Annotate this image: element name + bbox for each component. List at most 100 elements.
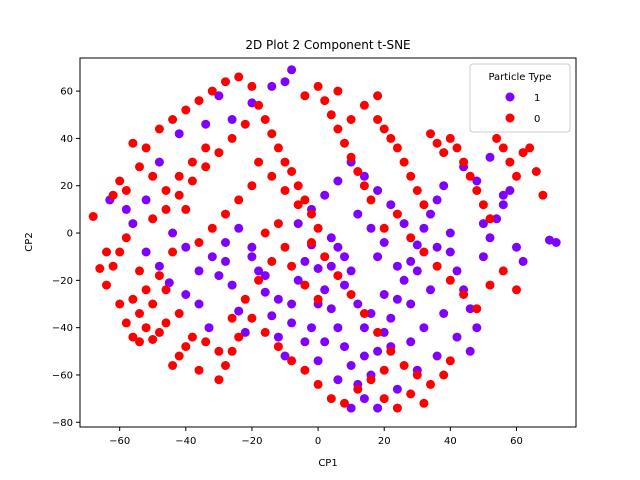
point-type-1-39 <box>419 223 429 233</box>
point-type-1-100 <box>201 119 211 129</box>
point-type-1-33 <box>379 327 389 337</box>
y-tick-label: 0 <box>67 229 73 240</box>
point-type-1-36 <box>399 275 409 285</box>
point-type-1-121 <box>392 261 402 271</box>
point-type-1-15 <box>260 287 270 297</box>
point-type-0-104 <box>426 379 435 389</box>
point-type-0-9 <box>135 309 144 318</box>
point-type-1-46 <box>465 304 475 314</box>
point-type-0-48 <box>333 124 343 134</box>
point-type-0-62 <box>426 129 435 139</box>
point-type-0-159 <box>300 91 310 101</box>
x-tick-label: 0 <box>315 436 321 447</box>
point-type-0-82 <box>121 233 131 243</box>
point-type-0-53 <box>366 195 376 205</box>
point-type-1-18 <box>280 351 290 361</box>
point-type-1-23 <box>313 264 323 273</box>
point-type-1-64 <box>373 186 383 195</box>
point-type-0-18 <box>181 342 191 352</box>
point-type-0-101 <box>386 346 396 356</box>
legend-label-0: 0 <box>534 114 540 125</box>
point-type-0-126 <box>221 209 230 219</box>
point-type-1-10 <box>227 280 237 290</box>
point-type-0-90 <box>240 119 250 129</box>
point-type-0-32 <box>207 86 217 96</box>
point-type-0-73 <box>498 143 508 153</box>
point-type-0-140 <box>459 290 469 299</box>
point-type-1-104 <box>128 219 138 229</box>
point-type-0-136 <box>406 233 416 243</box>
point-type-0-118 <box>267 256 277 266</box>
point-type-0-142 <box>485 280 495 290</box>
point-type-0-74 <box>505 157 515 167</box>
point-type-0-26 <box>128 138 138 148</box>
point-type-0-129 <box>260 228 270 238</box>
point-type-0-42 <box>293 181 303 191</box>
point-type-0-34 <box>234 72 244 82</box>
point-type-1-125 <box>379 290 389 299</box>
point-type-0-102 <box>399 361 409 370</box>
point-type-1-16 <box>267 311 277 321</box>
point-type-1-111 <box>432 242 442 252</box>
point-type-0-113 <box>300 365 310 375</box>
point-type-1-88 <box>300 337 310 347</box>
legend-box <box>469 63 571 133</box>
point-type-1-35 <box>392 294 402 304</box>
point-type-1-129 <box>359 351 369 361</box>
point-type-0-38 <box>267 129 277 139</box>
point-type-1-89 <box>287 318 297 328</box>
point-type-0-54 <box>373 115 383 124</box>
point-type-0-65 <box>445 133 455 143</box>
point-type-0-6 <box>115 176 125 186</box>
x-tick-label: −40 <box>175 436 196 447</box>
point-type-0-160 <box>379 394 389 404</box>
point-type-0-64 <box>439 148 449 158</box>
point-type-0-86 <box>187 176 197 186</box>
y-tick-label: −40 <box>52 323 73 334</box>
point-type-0-110 <box>340 398 349 408</box>
point-type-1-126 <box>346 266 356 276</box>
point-type-1-81 <box>432 351 442 361</box>
point-type-0-95 <box>307 238 316 247</box>
point-type-1-112 <box>406 299 416 309</box>
point-type-0-168 <box>148 171 158 181</box>
point-type-1-117 <box>326 261 336 271</box>
point-type-0-100 <box>373 327 383 337</box>
point-type-1-30 <box>359 394 369 404</box>
point-type-0-2 <box>102 280 111 290</box>
point-type-0-155 <box>359 100 369 110</box>
point-type-0-8 <box>128 294 138 304</box>
point-type-0-16 <box>168 361 178 370</box>
point-type-0-123 <box>141 285 151 295</box>
x-tick-label: 40 <box>444 436 457 447</box>
point-type-1-47 <box>472 323 482 333</box>
point-type-0-128 <box>247 181 257 191</box>
point-type-0-139 <box>445 275 455 285</box>
point-type-1-59 <box>267 81 277 91</box>
point-type-1-101 <box>174 129 184 139</box>
point-type-1-74 <box>326 233 336 243</box>
point-type-0-59 <box>406 171 416 181</box>
point-type-0-97 <box>333 271 343 281</box>
point-type-0-162 <box>406 389 416 399</box>
point-type-0-109 <box>353 384 363 394</box>
point-type-0-122 <box>154 271 164 281</box>
point-type-0-130 <box>273 219 283 229</box>
point-type-1-42 <box>439 181 449 191</box>
point-type-1-3 <box>154 261 164 271</box>
point-type-0-20 <box>194 365 204 375</box>
point-type-0-85 <box>174 190 184 200</box>
point-type-1-115 <box>353 299 363 309</box>
point-type-0-135 <box>392 209 402 219</box>
point-type-0-71 <box>485 214 495 224</box>
point-type-0-21 <box>201 337 211 347</box>
point-type-1-24 <box>320 285 330 295</box>
point-type-1-70 <box>353 209 363 219</box>
point-type-0-91 <box>254 157 264 167</box>
legend-marker-1 <box>505 92 515 102</box>
point-type-0-127 <box>234 195 244 205</box>
point-type-0-169 <box>135 162 144 172</box>
point-type-0-61 <box>419 200 429 210</box>
point-type-0-115 <box>227 313 237 323</box>
point-type-0-112 <box>313 379 323 389</box>
